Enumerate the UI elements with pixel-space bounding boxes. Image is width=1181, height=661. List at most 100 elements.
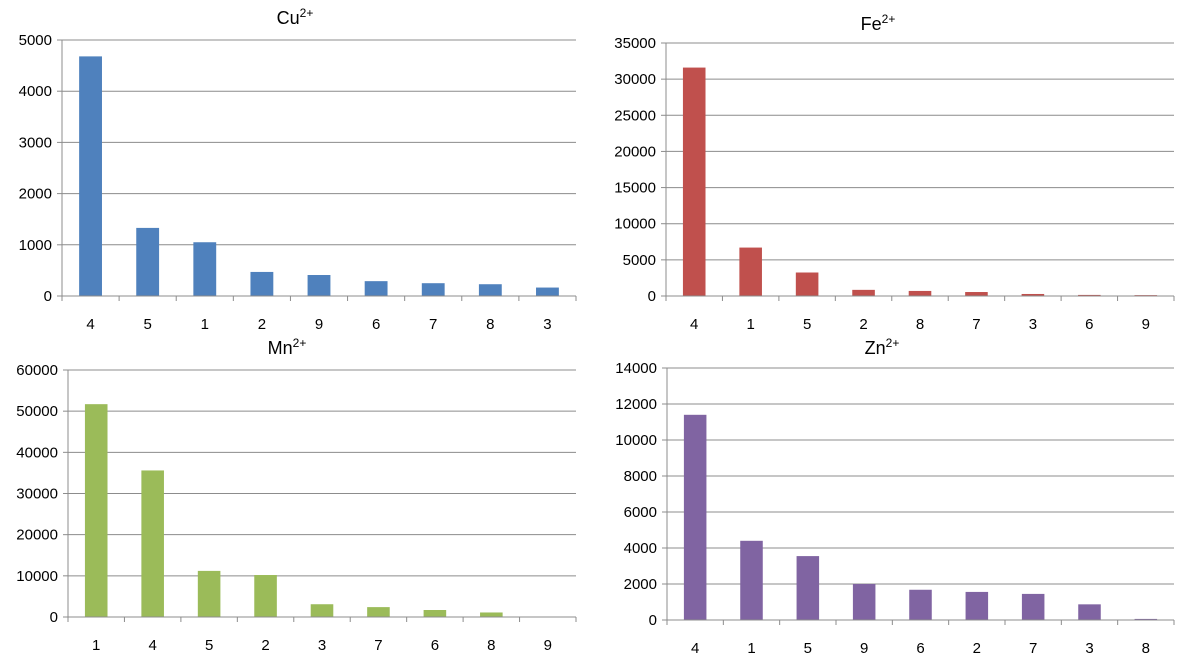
bar [796,556,820,620]
x-tick-label: 1 [746,316,754,330]
bar [141,470,164,617]
y-tick-label: 4000 [19,83,52,100]
y-tick-label: 1000 [19,237,52,254]
chart-title: Zn2+ [865,336,900,358]
x-tick-label: 9 [860,640,868,656]
y-tick-label: 10000 [615,432,657,449]
bar [367,607,390,617]
x-tick-label: 4 [690,316,698,330]
bar [1078,294,1101,296]
y-tick-label: 10000 [614,216,656,233]
x-tick-label: 7 [1029,640,1037,656]
y-tick-label: 30000 [614,71,656,88]
y-tick-label: 3000 [19,134,52,151]
bar [536,287,559,296]
x-tick-label: 2 [261,637,269,654]
x-tick-label: 9 [544,637,552,654]
y-tick-label: 35000 [614,35,656,52]
y-tick-label: 0 [50,609,58,626]
x-tick-label: 7 [429,316,437,330]
bar [909,589,932,620]
x-tick-label: 1 [747,640,755,656]
x-tick-label: 3 [1029,316,1037,330]
bar [136,227,160,296]
x-tick-label: 2 [859,316,867,330]
x-tick-label: 6 [916,640,924,656]
bar [478,284,502,296]
bar [193,242,217,296]
x-tick-label: 1 [201,316,209,330]
x-tick-label: 4 [148,637,156,654]
x-tick-label: 7 [972,316,980,330]
bar [908,290,932,296]
y-tick-label: 5000 [19,32,52,49]
y-tick-label: 0 [649,612,657,629]
x-tick-label: 2 [973,640,981,656]
bar [852,289,875,296]
x-tick-label: 4 [691,640,699,656]
y-tick-label: 30000 [16,486,58,503]
y-tick-label: 14000 [615,360,657,377]
x-tick-label: 1 [92,637,100,654]
bar [740,540,763,620]
chart-mn: 0 10000 20000 30000 40000 50000 60000 1 4 5 2 3 7 6 8 9… [16,336,577,654]
y-tick-label: 2000 [624,576,657,593]
bar [965,292,988,296]
chart-panel-cu: 0 1000 2000 3000 4000 5000 4 5 1 2 9 6 7 8 3 Cu2+ [0,0,590,333]
chart-panel-zn: 0 2000 4000 6000 8000 10000 12000 14000 4 1 5 9 6 2 7 3… [590,330,1181,657]
x-tick-label: 3 [318,637,326,654]
x-tick-label: 8 [487,637,495,654]
x-tick-label: 4 [86,316,94,330]
x-tick-label: 9 [1142,316,1150,330]
chart-panel-mn: 0 10000 20000 30000 40000 50000 60000 1 4 5 2 3 7 6 8 9… [0,330,590,656]
bar [254,575,277,617]
x-tick-label: 9 [315,316,323,330]
y-tick-label: 0 [44,288,52,305]
y-tick-label: 60000 [16,362,58,379]
bar [1021,593,1045,620]
x-tick-label: 5 [205,637,213,654]
y-tick-label: 20000 [614,143,656,160]
bar [795,272,819,296]
bar [480,612,503,617]
y-tick-label: 15000 [614,180,656,197]
y-tick-label: 20000 [16,527,58,544]
bar [965,591,989,620]
bar [852,584,876,620]
y-tick-label: 10000 [16,568,58,585]
x-tick-label: 8 [486,316,494,330]
bar [307,275,331,296]
chart-panel-fe: 0 5000 10000 15000 20000 25000 30000 35000 4 1 5 2 8… [590,0,1181,333]
y-tick-label: 40000 [16,444,58,461]
y-tick-label: 25000 [614,107,656,124]
bar [739,247,762,296]
bar [1078,604,1101,620]
x-tick-label: 2 [258,316,266,330]
y-tick-label: 8000 [624,468,657,485]
x-tick-label: 5 [143,316,151,330]
bar [1134,618,1158,620]
bar [682,67,706,296]
x-tick-label: 7 [374,637,382,654]
chart-title: Cu2+ [277,6,314,28]
y-tick-label: 5000 [623,252,656,269]
bar [421,283,445,296]
x-tick-label: 8 [1142,640,1150,656]
x-tick-label: 6 [431,637,439,654]
bar [683,414,707,620]
x-tick-label: 5 [803,316,811,330]
x-tick-label: 8 [916,316,924,330]
chart-title: Mn2+ [268,336,307,358]
bar [310,604,334,617]
chart-fe: 0 5000 10000 15000 20000 25000 30000 35000 4 1 5 2 8… [614,12,1175,333]
chart-zn: 0 2000 4000 6000 8000 10000 12000 14000 4 1 5 9 6 2 7 3… [615,336,1175,657]
y-tick-label: 12000 [615,396,657,413]
y-tick-label: 50000 [16,403,58,420]
bar [84,404,108,617]
bar [250,271,274,296]
y-tick-label: 6000 [624,504,657,521]
chart-title: Fe2+ [861,12,896,34]
bar [423,610,447,617]
x-tick-label: 5 [804,640,812,656]
